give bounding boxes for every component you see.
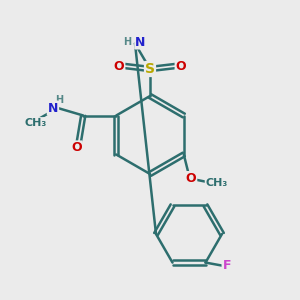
Text: O: O	[114, 59, 124, 73]
Text: H: H	[55, 94, 63, 105]
Text: O: O	[176, 59, 186, 73]
Text: CH₃: CH₃	[206, 178, 228, 188]
Text: N: N	[135, 35, 146, 49]
Text: O: O	[186, 172, 196, 185]
Text: F: F	[223, 259, 231, 272]
Text: H: H	[123, 37, 132, 47]
Text: CH₃: CH₃	[24, 118, 46, 128]
Text: O: O	[71, 141, 82, 154]
Text: S: S	[145, 62, 155, 76]
Text: N: N	[48, 101, 58, 115]
